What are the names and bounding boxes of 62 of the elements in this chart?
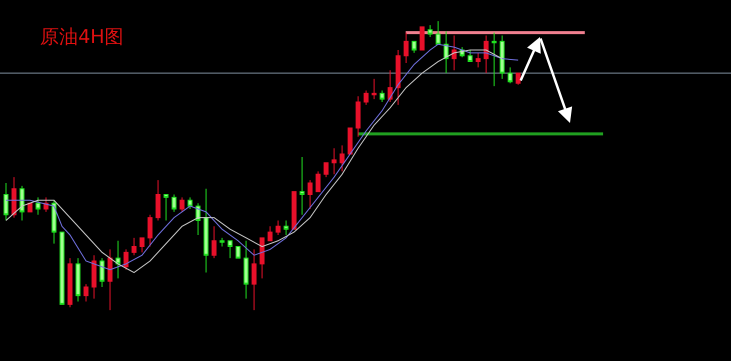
candlestick — [60, 232, 64, 305]
candlestick — [140, 237, 144, 253]
candlestick — [372, 78, 377, 100]
candlestick — [492, 32, 497, 87]
candlestick — [356, 96, 361, 138]
candlestick — [12, 176, 16, 218]
candlestick — [76, 258, 80, 302]
candlestick — [68, 258, 72, 308]
candlestick — [180, 196, 185, 212]
candlestick — [308, 180, 313, 210]
candlestick — [348, 128, 353, 155]
candlestick — [260, 237, 265, 279]
candlestick — [116, 240, 120, 279]
candlestick — [436, 20, 441, 45]
candlestick — [300, 156, 305, 216]
candlestick — [276, 220, 281, 236]
candlestick — [164, 194, 169, 222]
candlestick — [412, 40, 417, 54]
candlestick — [404, 32, 409, 64]
candlestick — [316, 170, 321, 192]
candlestick — [236, 246, 241, 259]
candlestick — [52, 200, 56, 244]
candlestick — [420, 26, 425, 50]
candlestick — [4, 182, 8, 222]
candlestick — [212, 226, 217, 259]
candlestick — [100, 258, 104, 288]
candlestick — [252, 248, 257, 311]
candlestick — [380, 90, 385, 103]
candlestick — [428, 24, 433, 38]
candlestick — [20, 185, 24, 222]
candlestick — [124, 248, 128, 270]
candlestick — [156, 180, 160, 222]
candlestick — [388, 70, 393, 103]
candlestick — [516, 72, 521, 86]
candlestick — [452, 35, 457, 71]
candlestick — [92, 254, 96, 300]
candlestick — [132, 237, 136, 256]
candlestick — [364, 90, 369, 106]
candlestick — [228, 240, 233, 259]
candlestick — [36, 196, 40, 216]
candlestick — [476, 52, 481, 68]
candlestick — [324, 162, 329, 178]
candlestick — [220, 237, 225, 248]
candlestick — [332, 148, 337, 175]
candlestick — [292, 191, 297, 230]
candlestick — [108, 248, 112, 311]
candlestick — [340, 144, 345, 172]
chart-title: 原油4H图 — [40, 26, 124, 48]
candlestick — [244, 240, 249, 300]
candlestick — [468, 50, 473, 62]
candlestick — [508, 66, 513, 84]
candlestick — [284, 220, 289, 236]
candlestick — [500, 35, 505, 80]
candlestick — [84, 284, 88, 302]
candlestick — [188, 196, 193, 210]
candlestick — [148, 214, 152, 248]
candlestick — [204, 188, 209, 274]
candlestick — [28, 202, 32, 212]
candlestick — [268, 226, 273, 242]
candlestick — [396, 50, 401, 106]
candlestick — [444, 30, 449, 74]
candlestick — [172, 194, 177, 212]
